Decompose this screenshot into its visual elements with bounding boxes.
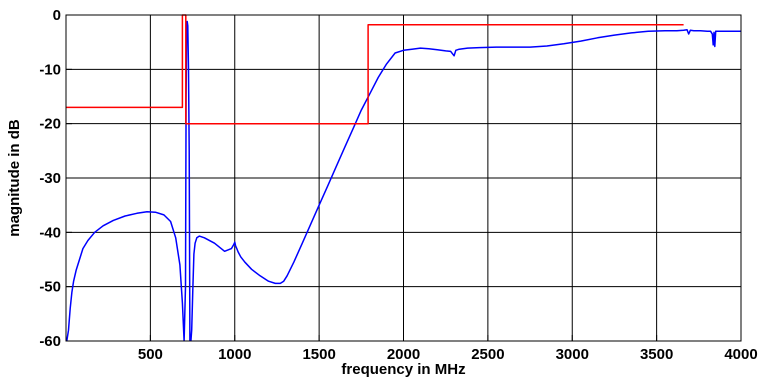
x-tick-label: 1000 bbox=[218, 346, 251, 363]
x-tick-label: 2000 bbox=[387, 346, 420, 363]
y-tick-label: 0 bbox=[53, 7, 61, 24]
y-axis-label: magnitude in dB bbox=[6, 119, 23, 237]
x-tick-label: 500 bbox=[138, 346, 163, 363]
x-tick-label: 3500 bbox=[640, 346, 673, 363]
axis-ticks: 500 1000 1500 2000 2500 3000 3500 4000 0 -10 -20 -3… bbox=[39, 7, 757, 363]
data-series bbox=[66, 14, 741, 341]
y-tick-label: -30 bbox=[39, 170, 61, 187]
y-tick-label: -20 bbox=[39, 116, 61, 133]
y-tick-label: -50 bbox=[39, 279, 61, 296]
y-tick-label: -40 bbox=[39, 224, 61, 241]
x-axis-label: frequency in MHz bbox=[341, 361, 465, 378]
grid-lines bbox=[66, 15, 741, 341]
x-tick-label: 3000 bbox=[556, 346, 589, 363]
x-tick-label: 1500 bbox=[302, 346, 335, 363]
blue-response-line bbox=[66, 20, 741, 341]
red-mask-line bbox=[66, 14, 684, 125]
y-tick-label: -60 bbox=[39, 333, 61, 350]
x-tick-label: 2500 bbox=[471, 346, 504, 363]
y-tick-label: -10 bbox=[39, 61, 61, 78]
x-tick-label: 4000 bbox=[724, 346, 757, 363]
